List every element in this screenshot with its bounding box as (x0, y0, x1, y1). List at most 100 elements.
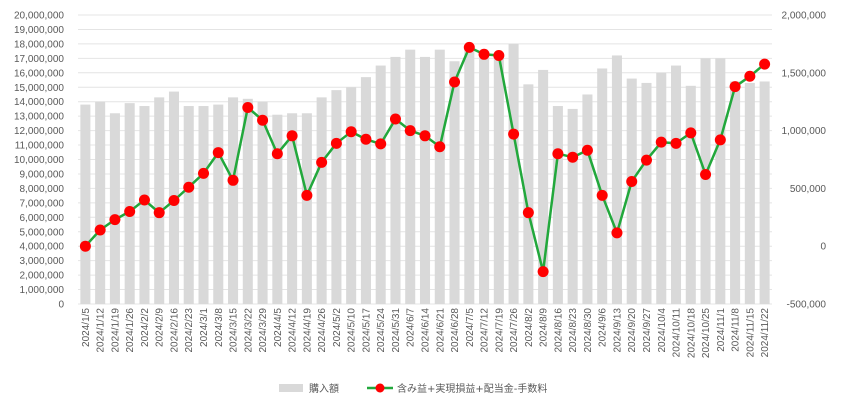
bar (109, 113, 120, 304)
line-point (640, 154, 652, 166)
line-point (537, 266, 549, 278)
line-point (729, 81, 741, 93)
y-left-tick-label: 16,000,000 (14, 68, 64, 79)
line-point (212, 147, 224, 159)
y-left-tick-label: 5,000,000 (20, 227, 65, 238)
bar (685, 85, 696, 305)
x-tick-label: 2024/3/1 (199, 308, 210, 347)
line-point (552, 148, 564, 160)
line-point (138, 194, 150, 206)
x-tick-label: 2024/8/23 (568, 308, 579, 353)
x-tick-label: 2024/7/26 (509, 308, 520, 353)
y-left-tick-label: 10,000,000 (14, 155, 64, 166)
bar (671, 65, 682, 304)
line-point (183, 181, 195, 193)
legend-swatch-bar (279, 384, 303, 392)
line-point (345, 126, 357, 138)
y-left-tick-label: 9,000,000 (20, 169, 65, 180)
x-tick-label: 2024/6/7 (406, 308, 417, 347)
y-left-tick-label: 20,000,000 (14, 11, 64, 22)
x-tick-label: 2024/11/1 (716, 308, 727, 352)
x-tick-label: 2024/3/29 (258, 308, 269, 353)
x-tick-label: 2024/2/23 (184, 308, 195, 353)
x-tick-label: 2024/8/2 (524, 308, 535, 347)
line-point (611, 227, 623, 239)
bar (567, 108, 578, 304)
x-tick-label: 2024/11/8 (731, 308, 742, 352)
bar (582, 94, 593, 304)
y-left-tick-label: 0 (58, 300, 64, 311)
x-tick-label: 2024/3/22 (243, 308, 254, 353)
y-left-tick-label: 3,000,000 (20, 256, 65, 267)
y-right-tick-label: 0 (820, 242, 826, 253)
line-point (434, 141, 446, 153)
line-point (655, 136, 667, 148)
bar (287, 113, 298, 304)
x-tick-label: 2024/7/5 (465, 308, 476, 347)
x-tick-label: 2024/8/30 (583, 308, 594, 353)
line-point (700, 169, 712, 181)
line-point (242, 101, 254, 113)
line-point (168, 195, 180, 207)
x-tick-label: 2024/9/13 (612, 308, 623, 353)
line-point (330, 137, 342, 149)
line-point (626, 175, 638, 187)
bar (508, 43, 519, 305)
line-point (316, 156, 328, 168)
x-tick-label: 2024/8/16 (553, 308, 564, 353)
bar (346, 87, 357, 304)
y-right-tick-label: 1,000,000 (782, 126, 827, 137)
x-tick-label: 2024/2/9 (155, 308, 166, 347)
bar (375, 65, 386, 304)
x-tick-label: 2024/9/20 (627, 308, 638, 353)
line-point (714, 134, 726, 146)
line-point (375, 138, 387, 150)
y-left-tick-label: 17,000,000 (14, 54, 64, 65)
x-tick-label: 2024/1/19 (110, 308, 121, 353)
bar (331, 90, 342, 304)
y-left-tick-label: 6,000,000 (20, 213, 65, 224)
bar (493, 55, 504, 305)
bar (759, 81, 770, 304)
line-point (227, 174, 239, 186)
bar (198, 106, 209, 304)
line-point (508, 128, 520, 140)
bar (656, 72, 667, 304)
x-tick-label: 2024/4/26 (317, 308, 328, 353)
line-point (463, 41, 475, 53)
x-tick-label: 2024/5/10 (347, 308, 358, 353)
legend-label-line: 含み益+実現損益+配当金-手数料 (397, 382, 547, 395)
bar (715, 58, 726, 304)
bar (597, 68, 608, 304)
y-left-tick-label: 1,000,000 (20, 285, 65, 296)
bar (228, 97, 239, 305)
y-left-tick-label: 15,000,000 (14, 83, 64, 94)
x-tick-label: 2024/7/12 (480, 308, 491, 353)
x-tick-label: 2024/1/12 (96, 308, 107, 353)
x-tick-label: 2024/7/19 (494, 308, 505, 353)
x-axis: 2024/1/5 2024/1/12 2024/1/19 2024/1/26 2024/… (81, 308, 771, 358)
x-tick-label: 2024/10/18 (686, 308, 697, 358)
y-right-tick-label: 500,000 (790, 184, 827, 195)
line-point (685, 127, 697, 139)
line-point (478, 48, 490, 60)
x-tick-label: 2024/10/25 (701, 308, 712, 358)
bar (257, 101, 268, 304)
line-point (109, 214, 121, 226)
line-point (404, 125, 416, 137)
bar (301, 113, 312, 304)
x-tick-label: 2024/4/19 (302, 308, 313, 353)
bar (611, 55, 622, 305)
y-left-tick-label: 11,000,000 (15, 141, 65, 152)
line-point (286, 130, 298, 142)
y-left-tick-label: 19,000,000 (14, 25, 64, 36)
bar (154, 97, 165, 305)
y-left-tick-label: 18,000,000 (14, 39, 64, 50)
y-left-tick-label: 4,000,000 (20, 242, 65, 253)
line-point (198, 167, 210, 179)
legend-label-bar: 購入額 (309, 382, 339, 395)
line-point (360, 133, 372, 145)
y-right-tick-label: 2,000,000 (782, 11, 827, 22)
x-tick-label: 2024/3/8 (214, 308, 225, 347)
